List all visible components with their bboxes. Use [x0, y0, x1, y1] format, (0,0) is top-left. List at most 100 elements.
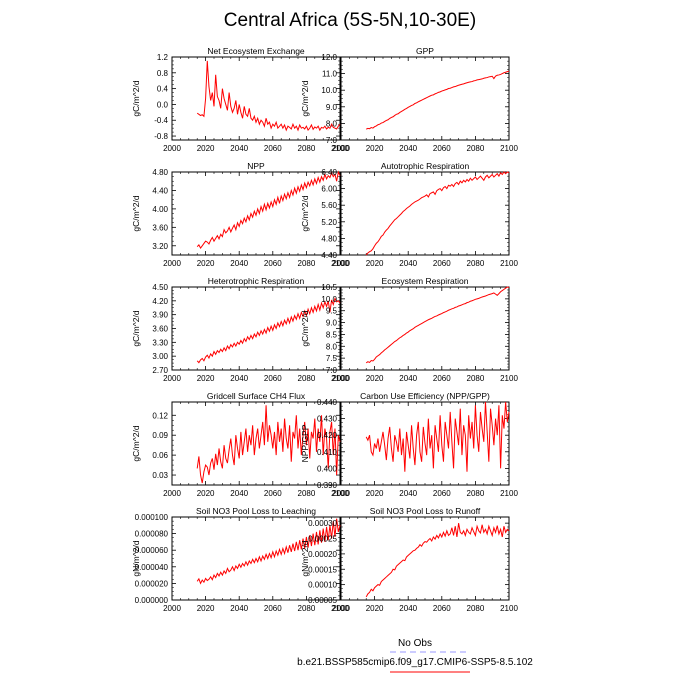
plot-frame — [340, 286, 510, 371]
x-tick-label: 2040 — [399, 144, 417, 153]
y-tick-label: 4.20 — [152, 297, 168, 306]
series-line — [365, 171, 510, 256]
x-tick-label: 2100 — [500, 144, 518, 153]
x-tick-label: 2100 — [500, 489, 518, 498]
legend-label-model: b.e21.BSSP585cmip6.f09_g17.CMIP6-SSP5-8.… — [297, 657, 533, 668]
y-axis-label: gC/m^2/d — [131, 310, 141, 346]
plot-frame — [171, 286, 341, 371]
y-tick-label: 11.0 — [322, 70, 338, 79]
x-tick-label: 2040 — [230, 259, 248, 268]
x-tick-label: 2040 — [230, 489, 248, 498]
y-tick-label: 0.00005 — [308, 596, 337, 605]
plot-frame — [340, 171, 510, 256]
x-tick-label: 2060 — [264, 604, 282, 613]
y-axis-label: gN/m^2/d — [300, 540, 310, 576]
y-tick-label: 0.000020 — [135, 579, 169, 588]
panel-title: Heterotrophic Respiration — [208, 276, 305, 286]
plot-frame — [171, 401, 341, 486]
series-line — [196, 518, 341, 585]
y-tick-label: 0.00025 — [308, 535, 337, 544]
y-tick-label: 0.000100 — [135, 513, 169, 522]
x-tick-label: 2060 — [264, 259, 282, 268]
x-tick-label: 2020 — [366, 374, 384, 383]
y-tick-label: 0.00015 — [308, 565, 337, 574]
y-tick-label: 0.8 — [157, 69, 169, 78]
x-tick-label: 2060 — [433, 489, 451, 498]
x-tick-label: 2060 — [264, 144, 282, 153]
x-tick-label: 2040 — [399, 259, 417, 268]
y-tick-label: 3.20 — [152, 242, 168, 251]
y-axis-label: gC/m^2/d — [300, 195, 310, 231]
y-tick-label: 10.0 — [321, 295, 337, 304]
x-tick-label: 2040 — [399, 374, 417, 383]
x-tick-label: 2100 — [331, 374, 349, 383]
series-line — [196, 297, 341, 364]
panel-title: Net Ecosystem Exchange — [207, 46, 305, 56]
x-tick-label: 2100 — [331, 259, 349, 268]
x-tick-label: 2080 — [467, 604, 485, 613]
y-tick-label: 4.00 — [152, 205, 168, 214]
y-axis-label: gC/m^2/d — [300, 80, 310, 116]
y-tick-label: 0.06 — [152, 451, 168, 460]
x-tick-label: 2020 — [197, 144, 215, 153]
x-tick-label: 2100 — [500, 259, 518, 268]
panel-title: Ecosystem Respiration — [382, 276, 469, 286]
y-tick-label: 4.40 — [321, 251, 337, 260]
chart-panel-1: Net Ecosystem Exchange gC/m^2/d 2000 2020 20… — [131, 46, 349, 153]
y-axis-label: gC/m^2/d — [300, 310, 310, 346]
legend-line-no-obs — [390, 651, 470, 653]
x-tick-label: 2060 — [433, 604, 451, 613]
y-tick-label: 8.0 — [326, 342, 338, 351]
x-tick-label: 2080 — [298, 144, 316, 153]
panel-title: GPP — [416, 46, 434, 56]
y-tick-label: 8.5 — [326, 330, 338, 339]
panel-title: NPP — [247, 161, 265, 171]
y-tick-label: 0.400 — [317, 464, 338, 473]
series-line — [365, 401, 510, 472]
y-tick-label: 0.000000 — [135, 596, 169, 605]
series-line — [196, 405, 341, 484]
y-tick-label: 7.0 — [326, 136, 338, 145]
y-tick-label: 0.00010 — [308, 581, 337, 590]
y-tick-label: 0.000060 — [135, 546, 169, 555]
y-tick-label: 10.5 — [321, 283, 337, 292]
y-tick-label: 6.40 — [321, 168, 337, 177]
chart-panel-5: Heterotrophic Respiration gC/m^2/d 2000 202… — [131, 276, 349, 383]
y-tick-label: 0.4 — [157, 85, 169, 94]
series-line — [365, 523, 510, 598]
x-tick-label: 2040 — [399, 604, 417, 613]
x-tick-label: 2020 — [197, 259, 215, 268]
x-tick-label: 2000 — [163, 144, 181, 153]
y-tick-label: 3.00 — [152, 352, 168, 361]
x-tick-label: 2060 — [433, 259, 451, 268]
y-tick-label: 4.40 — [152, 186, 168, 195]
y-axis-label: gC/m^2/d — [131, 425, 141, 461]
x-tick-label: 2020 — [366, 489, 384, 498]
y-axis-label: gC/m^2/d — [131, 80, 141, 116]
series-line — [365, 70, 510, 130]
y-tick-label: 8.0 — [326, 119, 338, 128]
y-tick-label: 9.0 — [326, 319, 338, 328]
x-tick-label: 2100 — [331, 489, 349, 498]
plot-frame — [340, 516, 510, 601]
x-tick-label: 2020 — [197, 604, 215, 613]
x-tick-label: 2080 — [298, 259, 316, 268]
x-tick-label: 2100 — [331, 144, 349, 153]
x-tick-label: 2100 — [331, 604, 349, 613]
y-tick-label: 0.430 — [317, 415, 338, 424]
legend-label-no-obs: No Obs — [398, 638, 432, 649]
panel-title: Soil NO3 Pool Loss to Leaching — [196, 506, 316, 516]
y-tick-label: 3.60 — [152, 325, 168, 334]
y-tick-label: 7.5 — [326, 354, 338, 363]
panel-title: Gridcell Surface CH4 Flux — [207, 391, 306, 401]
x-tick-label: 2060 — [433, 374, 451, 383]
x-tick-label: 2000 — [163, 604, 181, 613]
y-tick-label: 0.12 — [152, 411, 168, 420]
x-tick-label: 2000 — [332, 374, 350, 383]
x-tick-label: 2080 — [298, 489, 316, 498]
x-tick-label: 2020 — [366, 259, 384, 268]
x-tick-label: 2100 — [500, 374, 518, 383]
y-tick-label: 5.20 — [321, 218, 337, 227]
series-line — [196, 170, 341, 250]
